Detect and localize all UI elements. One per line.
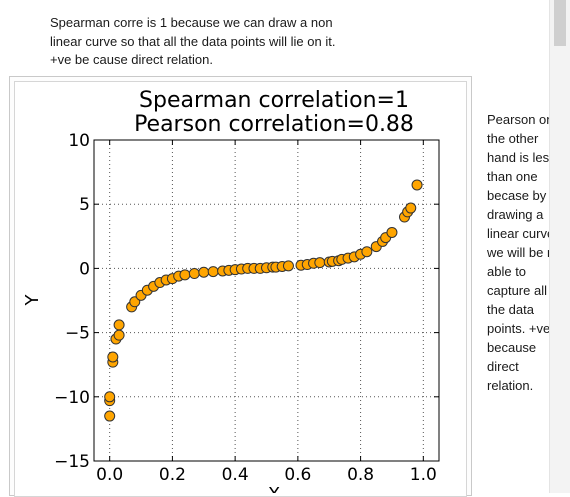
data-point (361, 246, 373, 258)
chart-title: Spearman correlation=1 (139, 88, 409, 113)
y-tick-label: 5 (79, 195, 90, 215)
x-tick-label: 0.2 (159, 465, 186, 485)
x-tick-label: 0.4 (222, 465, 249, 485)
figure-frame (9, 76, 472, 497)
grid-lines (94, 139, 439, 462)
data-point (104, 391, 116, 403)
chart-subtitle: Pearson correlation=0.88 (134, 112, 414, 137)
data-point (113, 329, 125, 341)
data-points (104, 179, 423, 422)
scrollbar-thumb[interactable] (554, 0, 566, 46)
data-point (207, 266, 219, 278)
y-tick-label: 10 (68, 131, 90, 151)
y-tick-label: −15 (54, 452, 90, 472)
y-axis-label: Y (22, 294, 43, 307)
y-tick-label: −5 (65, 324, 90, 344)
x-tick-label: 0.6 (284, 465, 311, 485)
data-point (107, 351, 119, 363)
axis-ticks: 0.0 0.2 0.4 0.6 0.8 1.0 −15 −10 −5 0 5 10 (54, 131, 439, 485)
y-tick-label: 0 (79, 259, 90, 279)
vertical-scrollbar[interactable] (549, 0, 570, 493)
data-point (282, 260, 294, 272)
top-note: Spearman corre is 1 because we can draw … (50, 15, 336, 67)
x-tick-label: 0.8 (347, 465, 374, 485)
axes-frame (93, 139, 440, 462)
figure-inner-frame (14, 81, 467, 497)
data-point (188, 268, 200, 280)
side-note: Pearson on the other hand is less than o… (487, 112, 566, 393)
x-tick-label: 1.0 (410, 465, 437, 485)
x-tick-label: 0.0 (96, 465, 123, 485)
data-point (405, 202, 417, 214)
data-point (113, 319, 125, 331)
data-point (198, 266, 210, 278)
y-tick-label: −10 (54, 388, 90, 408)
data-point (411, 179, 423, 191)
data-point (314, 257, 326, 269)
x-axis-label: X (268, 484, 280, 493)
data-point (179, 269, 191, 281)
data-point (104, 410, 116, 422)
data-point (386, 226, 398, 238)
